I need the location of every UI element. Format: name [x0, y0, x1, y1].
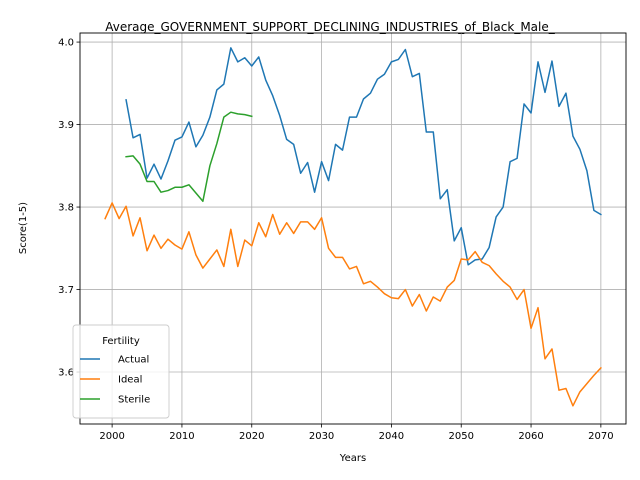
- chart-title: Average_GOVERNMENT_SUPPORT_DECLINING_IND…: [105, 20, 556, 34]
- series-line-ideal: [104, 202, 602, 407]
- legend-label-ideal: Ideal: [118, 375, 142, 386]
- plot-frame: [79, 32, 627, 425]
- y-axis-label: Score(1-5): [18, 202, 29, 254]
- x-axis-ticks: 2000 2010 2020 2030 2040 2050 2060 2070: [99, 424, 614, 442]
- x-tick-label: 2070: [588, 431, 613, 442]
- x-tick-label: 2010: [169, 431, 194, 442]
- series-lines: [104, 47, 602, 407]
- series-line-sterile: [125, 111, 253, 203]
- legend-box: [72, 324, 170, 419]
- x-tick-label: 2060: [518, 431, 543, 442]
- y-tick-label: 3.6: [58, 368, 74, 379]
- x-tick-label: 2050: [448, 431, 473, 442]
- x-tick-label: 2040: [379, 431, 404, 442]
- legend: Fertility Actual Ideal Sterile: [72, 324, 170, 419]
- y-tick-label: 4.0: [58, 38, 74, 49]
- x-tick-label: 2030: [309, 431, 334, 442]
- legend-label-sterile: Sterile: [118, 395, 150, 406]
- x-tick-label: 2000: [99, 431, 124, 442]
- x-tick-label: 2020: [239, 431, 264, 442]
- y-tick-label: 3.8: [58, 203, 74, 214]
- y-tick-label: 3.9: [58, 120, 74, 131]
- y-tick-label: 3.7: [58, 285, 74, 296]
- x-axis-label: Years: [339, 453, 366, 464]
- legend-label-actual: Actual: [118, 355, 149, 366]
- series-line-actual: [125, 47, 602, 266]
- legend-title: Fertility: [102, 336, 140, 347]
